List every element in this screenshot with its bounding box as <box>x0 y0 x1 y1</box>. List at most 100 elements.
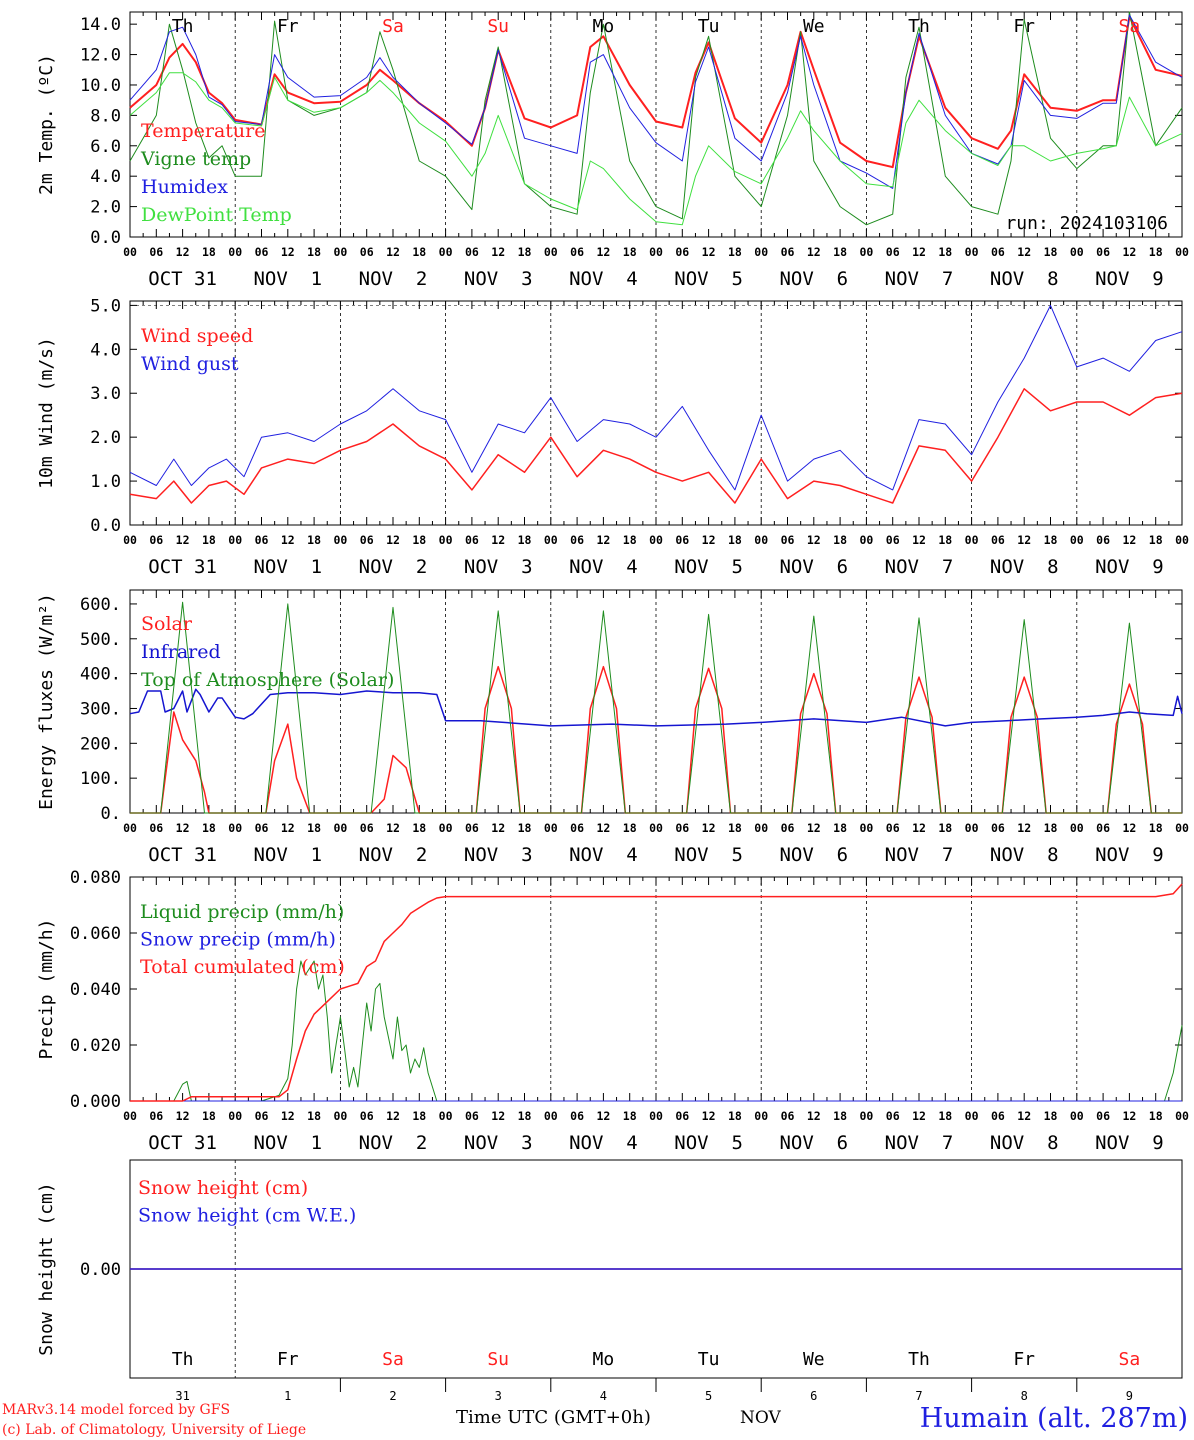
date-label: NOV 2 <box>359 844 428 866</box>
weekday-label: Fr <box>277 1349 299 1370</box>
hour-tick-label: 00 <box>123 245 137 259</box>
hour-tick-label: 06 <box>781 245 795 259</box>
legend-entry: Snow height (cm) <box>138 1177 308 1199</box>
series-line-top-of-atmosphere-solar- <box>130 601 1182 814</box>
hour-tick-label: 18 <box>1044 245 1058 259</box>
weekday-label: Sa <box>382 1349 404 1370</box>
hour-tick-label: 18 <box>833 533 847 547</box>
hour-tick-label: 18 <box>833 1109 847 1123</box>
hour-tick-label: 18 <box>412 533 426 547</box>
legend-entry: Temperature <box>141 120 265 142</box>
date-label: NOV 5 <box>674 1132 743 1154</box>
hour-tick-label: 18 <box>202 245 216 259</box>
hour-tick-label: 06 <box>675 821 689 835</box>
hour-tick-label: 12 <box>596 245 610 259</box>
y-tick-label: 100. <box>80 769 121 789</box>
hour-tick-label: 12 <box>1017 245 1031 259</box>
hour-tick-label: 00 <box>649 533 663 547</box>
hour-tick-label: 00 <box>544 533 558 547</box>
date-label: NOV 9 <box>1095 1132 1164 1154</box>
date-label: NOV 7 <box>885 268 954 290</box>
date-label: NOV 2 <box>359 268 428 290</box>
hour-tick-label: 06 <box>149 245 163 259</box>
hour-tick-label: 06 <box>675 245 689 259</box>
hour-tick-label: 18 <box>938 1109 952 1123</box>
hour-tick-label: 18 <box>728 821 742 835</box>
hour-tick-label: 12 <box>1122 533 1136 547</box>
hour-tick-label: 00 <box>1070 821 1084 835</box>
hour-tick-label: 18 <box>202 1109 216 1123</box>
date-label: NOV 2 <box>359 556 428 578</box>
hour-tick-label: 18 <box>623 245 637 259</box>
legend-entry: Top of Atmosphere (Solar) <box>141 669 394 691</box>
hour-tick-label: 06 <box>675 1109 689 1123</box>
legend-entry: Wind gust <box>141 353 239 375</box>
hour-tick-label: 06 <box>149 821 163 835</box>
legend-entry: Solar <box>141 613 193 635</box>
hour-tick-label: 06 <box>1096 821 1110 835</box>
hour-tick-label: 18 <box>412 245 426 259</box>
date-label: NOV 5 <box>674 268 743 290</box>
series-line-total-cumulated-cm- <box>130 883 1183 1102</box>
hour-tick-label: 00 <box>439 533 453 547</box>
hour-tick-label: 00 <box>859 533 873 547</box>
y-tick-label: 14.0 <box>80 15 121 35</box>
hour-tick-label: 00 <box>754 821 768 835</box>
hour-tick-label: 18 <box>938 821 952 835</box>
weekday-label: Sa <box>382 16 404 37</box>
series-line-humidex <box>129 14 1183 189</box>
series-line-infrared <box>129 688 1183 727</box>
hour-tick-label: 12 <box>1017 533 1031 547</box>
y-tick-label: 400. <box>80 665 121 685</box>
date-label: NOV 6 <box>779 556 848 578</box>
date-label: NOV 7 <box>885 556 954 578</box>
hour-tick-label: 06 <box>991 245 1005 259</box>
date-label: NOV 7 <box>885 1132 954 1154</box>
date-label: NOV 3 <box>464 268 533 290</box>
legend-entry: Total cumulated (cm) <box>140 956 345 978</box>
footer-time-label: Time UTC (GMT+0h) <box>456 1407 651 1428</box>
hour-tick-label: 18 <box>518 1109 532 1123</box>
hour-tick-label: 06 <box>360 533 374 547</box>
weekday-label: Mo <box>593 16 615 37</box>
date-label: NOV 2 <box>359 1132 428 1154</box>
date-label: OCT 31 <box>148 1132 217 1154</box>
y-tick-label: 300. <box>80 699 121 719</box>
y-tick-label: 12.0 <box>80 46 121 66</box>
hour-tick-label: 18 <box>518 821 532 835</box>
date-label: NOV 1 <box>253 1132 322 1154</box>
hour-tick-label: 12 <box>596 821 610 835</box>
date-label: NOV 4 <box>569 556 638 578</box>
day-number-label: 1 <box>284 1389 291 1403</box>
day-number-label: 4 <box>600 1389 607 1403</box>
hour-tick-label: 06 <box>886 1109 900 1123</box>
y-tick-label: 0.0 <box>90 516 121 536</box>
weekday-label: Tu <box>698 1349 720 1370</box>
hour-tick-label: 12 <box>176 245 190 259</box>
date-label: NOV 8 <box>990 1132 1059 1154</box>
hour-tick-label: 00 <box>333 533 347 547</box>
hour-tick-label: 00 <box>754 533 768 547</box>
hour-tick-label: 00 <box>544 1109 558 1123</box>
y-tick-label: 0.000 <box>70 1092 121 1112</box>
hour-tick-label: 06 <box>360 1109 374 1123</box>
weekday-label: Th <box>172 1349 194 1370</box>
hour-tick-label: 12 <box>281 533 295 547</box>
hour-tick-label: 18 <box>1149 533 1163 547</box>
hour-tick-label: 18 <box>1044 821 1058 835</box>
y-axis-label: 2m Temp. (ºC) <box>36 54 57 195</box>
y-axis-label: 10m Wind (m/s) <box>36 337 57 489</box>
hour-tick-label: 06 <box>781 821 795 835</box>
hour-tick-label: 12 <box>491 1109 505 1123</box>
date-label: NOV 6 <box>779 844 848 866</box>
hour-tick-label: 06 <box>781 1109 795 1123</box>
date-label: NOV 5 <box>674 556 743 578</box>
series-line-vigne-temp <box>129 11 1183 226</box>
date-label: NOV 4 <box>569 844 638 866</box>
panel-3: 00 06 12 18 00 06 12 18 00 06 12 18 00 06 12 18 00 06 12 18… <box>36 589 1189 866</box>
hour-tick-label: 00 <box>859 821 873 835</box>
hour-tick-label: 06 <box>675 533 689 547</box>
hour-tick-label: 00 <box>649 1109 663 1123</box>
weekday-label: Fr <box>277 16 299 37</box>
date-label: OCT 31 <box>148 268 217 290</box>
